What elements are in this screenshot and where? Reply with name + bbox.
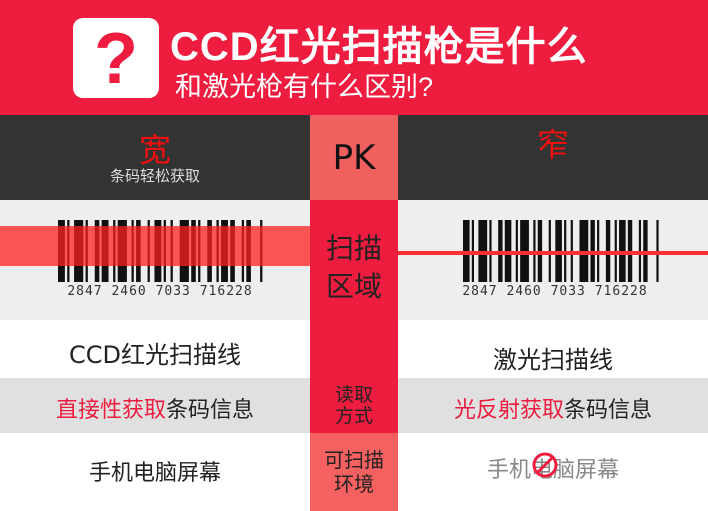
right-barcode-digits: 2847 2460 7033 716228 (462, 284, 648, 299)
left-read-mode: 直接性获取条码信息 (0, 392, 310, 424)
right-read-highlight: 光反射获取 (453, 398, 564, 423)
pk-label: PK (310, 115, 398, 200)
page-title: CCD红光扫描枪是什么 (170, 25, 588, 69)
left-barcode-digits: 2847 2460 7033 716228 (67, 284, 253, 299)
question-mark-icon: ? (73, 18, 159, 99)
right-heading: 窄 (536, 126, 569, 164)
scan-area-label: 扫描区域 (310, 200, 398, 378)
left-heading: 宽 (138, 131, 171, 169)
left-read-highlight: 直接性获取 (55, 398, 166, 423)
page-subtitle: 和激光枪有什么区别? (175, 72, 434, 102)
right-read-mode: 光反射获取条码信息 (398, 392, 708, 424)
environment-label: 可扫描环境 (310, 433, 398, 511)
read-mode-label: 读取方式 (310, 378, 398, 433)
left-scan-line-label: CCD红光扫描线 (69, 341, 241, 369)
prohibited-icon (532, 452, 558, 478)
laser-scan-line (398, 251, 708, 255)
left-environment: 手机电脑屏幕 (88, 461, 221, 486)
left-read-rest: 条码信息 (166, 398, 255, 423)
left-subheading: 条码轻松获取 (109, 167, 200, 185)
right-scan-line-label: 激光扫描线 (493, 346, 613, 374)
right-barcode (398, 220, 708, 282)
right-read-rest: 条码信息 (564, 398, 653, 423)
left-barcode (0, 220, 310, 282)
ccd-scan-band (0, 226, 310, 266)
